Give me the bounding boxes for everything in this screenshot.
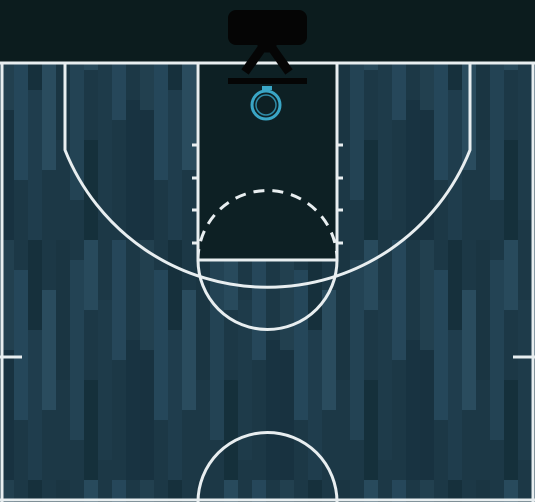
net — [255, 94, 277, 116]
free-throw-arc — [196, 259, 339, 331]
backboard-stand — [228, 10, 307, 121]
support — [241, 22, 293, 75]
hoop — [250, 89, 282, 121]
three-point-line — [63, 63, 472, 289]
court-lines — [0, 61, 535, 502]
rim-mount — [262, 86, 272, 90]
center-circle — [196, 431, 339, 502]
lane — [196, 61, 339, 262]
backboard — [228, 78, 307, 84]
